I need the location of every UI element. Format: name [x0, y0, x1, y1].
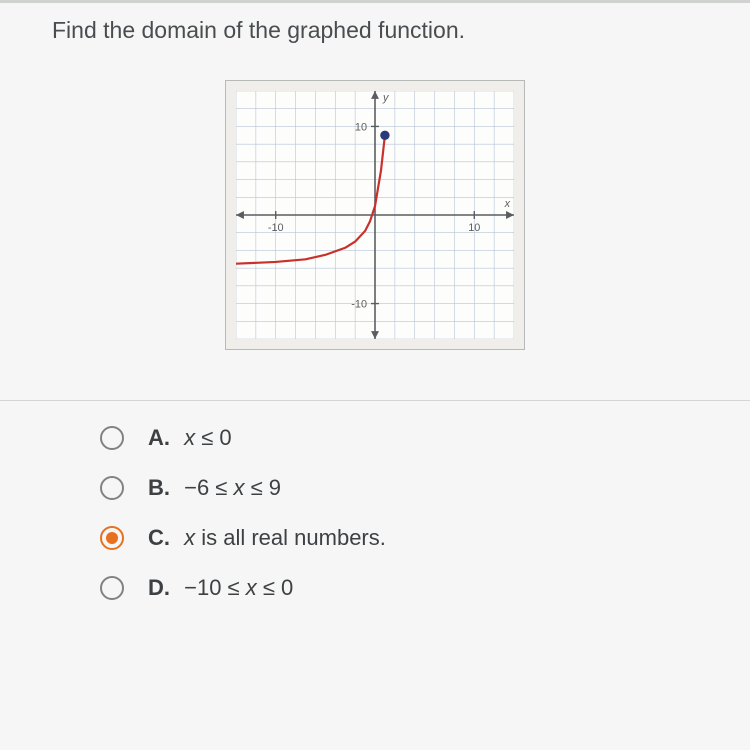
svg-text:10: 10: [355, 121, 367, 133]
option-a[interactable]: A. x ≤ 0: [100, 425, 750, 451]
radio-button[interactable]: [100, 476, 124, 500]
option-b[interactable]: B. −6 ≤ x ≤ 9: [100, 475, 750, 501]
radio-button[interactable]: [100, 526, 124, 550]
option-text: D. −10 ≤ x ≤ 0: [148, 575, 293, 601]
chart-inner: -10 10 10 -10 y x: [236, 91, 514, 339]
function-graph: -10 10 10 -10 y x: [236, 91, 514, 339]
option-text: C. x is all real numbers.: [148, 525, 386, 551]
option-text: A. x ≤ 0: [148, 425, 232, 451]
option-text: B. −6 ≤ x ≤ 9: [148, 475, 281, 501]
chart-area: -10 10 10 -10 y x: [0, 52, 750, 360]
option-c[interactable]: C. x is all real numbers.: [100, 525, 750, 551]
question-text: Find the domain of the graphed function.: [0, 3, 750, 52]
svg-text:x: x: [504, 198, 511, 210]
svg-text:10: 10: [468, 222, 480, 234]
options-list: A. x ≤ 0 B. −6 ≤ x ≤ 9 C. x is all real nu…: [0, 425, 750, 601]
chart-box: -10 10 10 -10 y x: [225, 80, 525, 350]
svg-text:-10: -10: [351, 299, 367, 311]
option-d[interactable]: D. −10 ≤ x ≤ 0: [100, 575, 750, 601]
svg-text:-10: -10: [268, 222, 284, 234]
svg-text:y: y: [382, 92, 389, 104]
radio-button[interactable]: [100, 576, 124, 600]
question-container: Find the domain of the graphed function.…: [0, 0, 750, 750]
radio-button[interactable]: [100, 426, 124, 450]
divider: [0, 400, 750, 401]
